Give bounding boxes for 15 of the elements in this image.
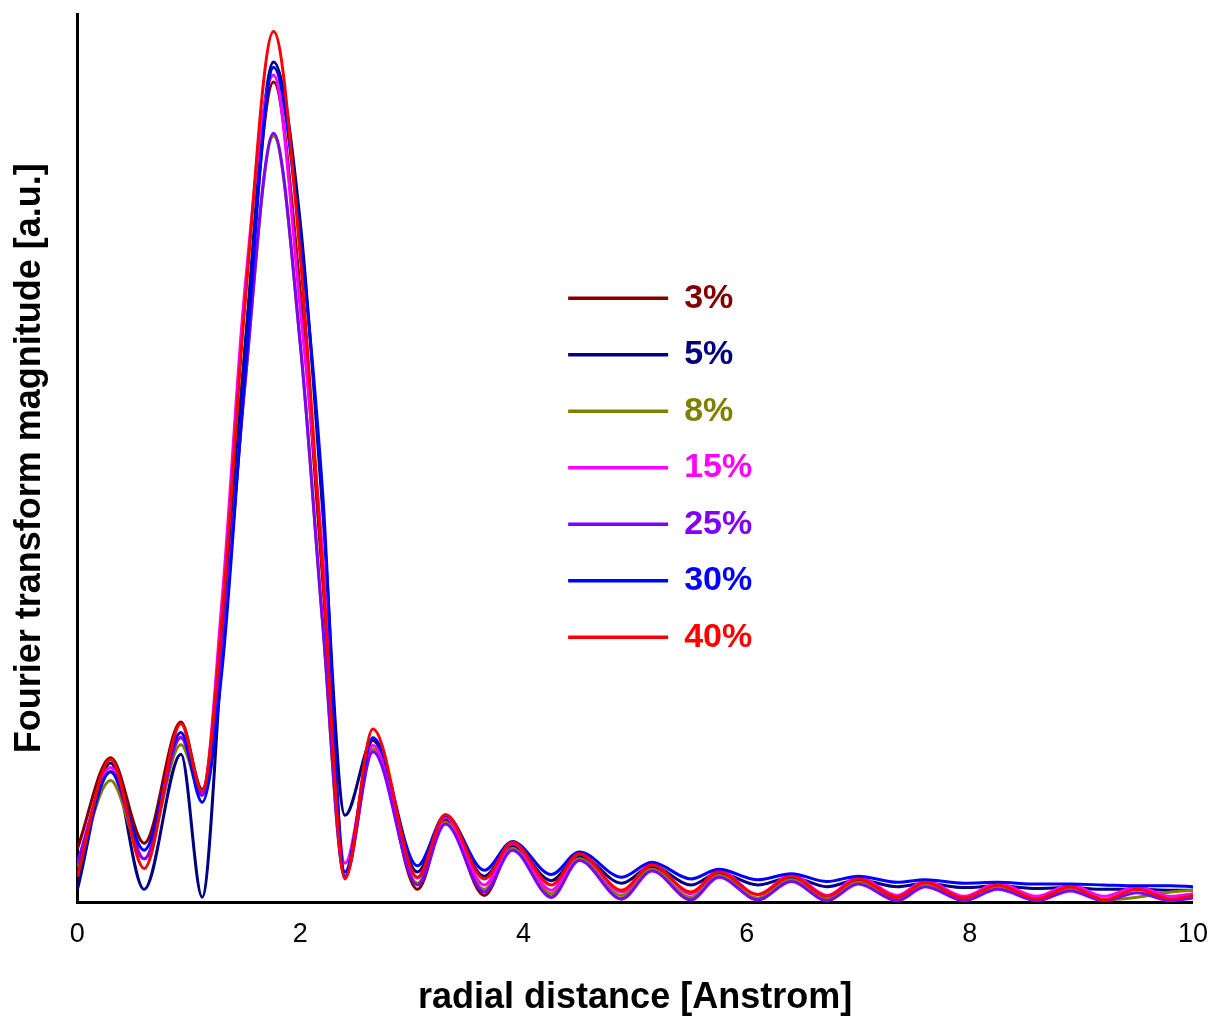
x-tick-label: 0	[69, 918, 85, 949]
x-tick-label: 6	[739, 918, 755, 949]
legend-label: 40%	[684, 615, 753, 654]
legend-label: 5%	[684, 333, 734, 372]
x-tick-label: 2	[292, 918, 308, 949]
legend-label: 25%	[684, 502, 753, 541]
x-tick-label: 8	[962, 918, 978, 949]
x-tick-label: 10	[1177, 918, 1209, 949]
legend-label: 8%	[684, 389, 734, 428]
legend-label: 3%	[684, 276, 734, 315]
x-tick-label: 4	[516, 918, 532, 949]
x-axis-title: radial distance [Anstrom]	[418, 975, 853, 1017]
legend-label: 30%	[684, 559, 753, 598]
legend-label: 15%	[684, 446, 753, 485]
y-axis-title: Fourier transform magnitude [a.u.]	[6, 163, 48, 754]
